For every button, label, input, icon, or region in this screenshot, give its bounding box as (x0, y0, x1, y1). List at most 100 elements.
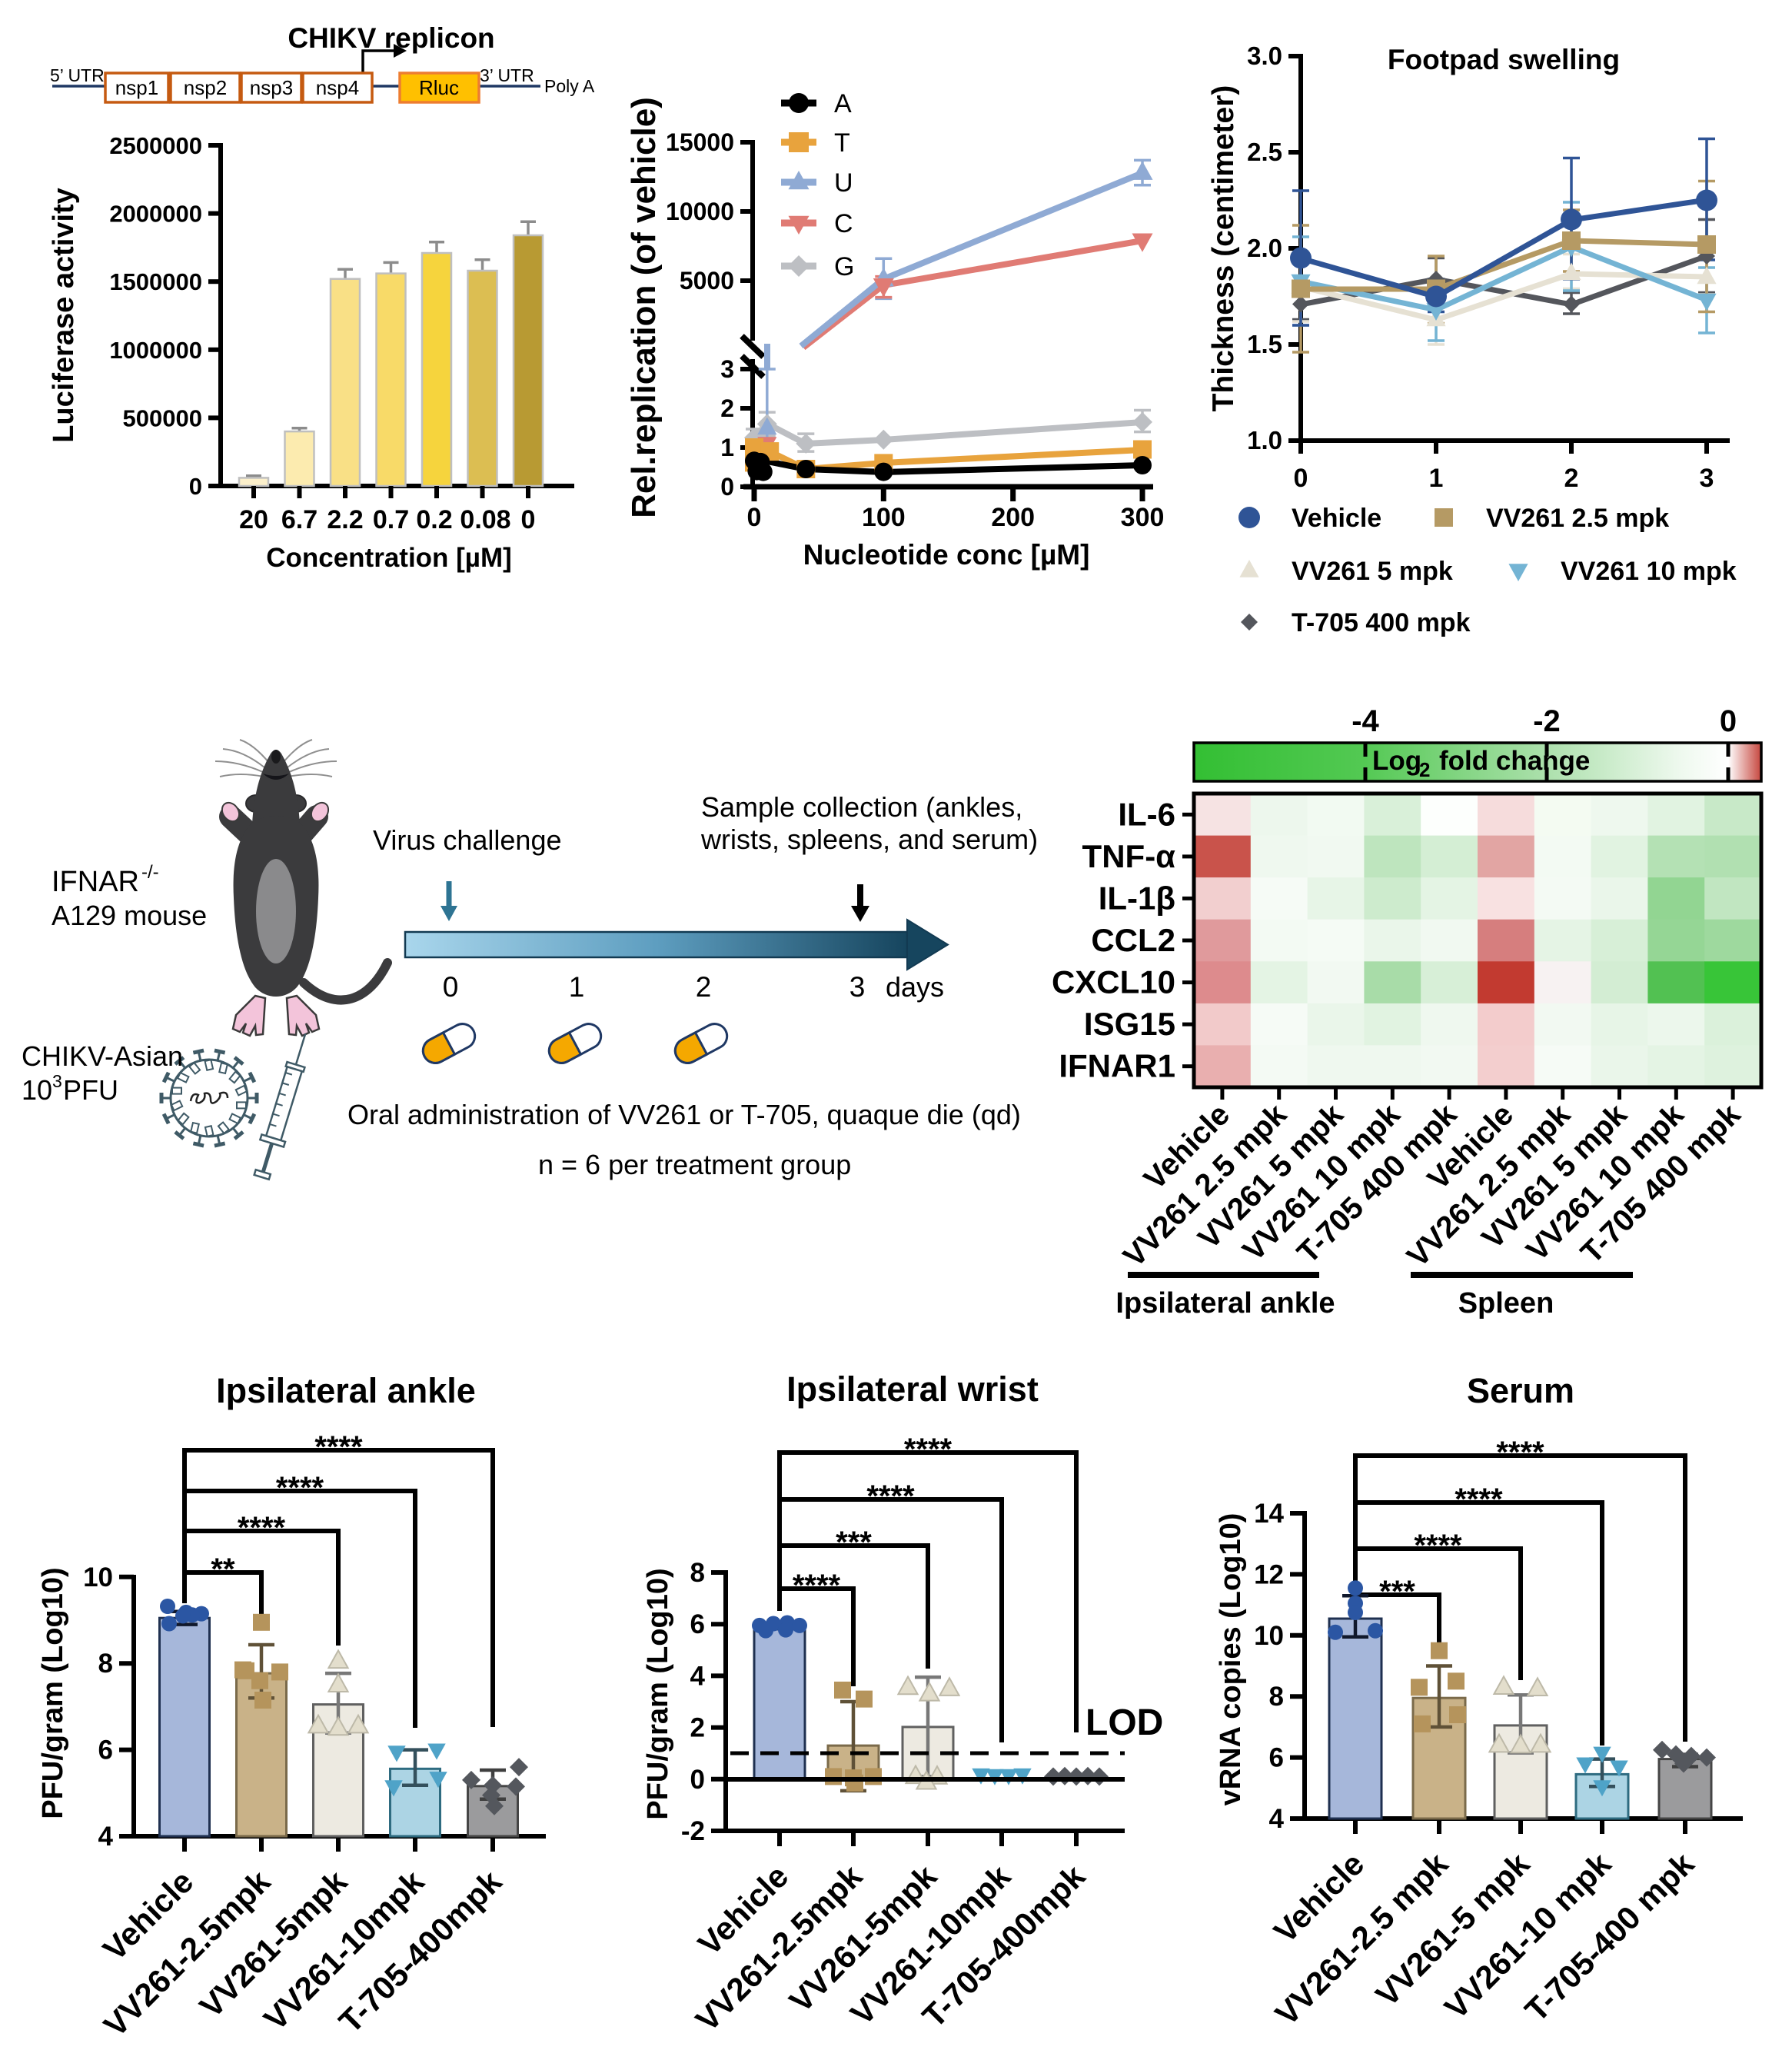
svg-text:8: 8 (1269, 1682, 1284, 1712)
svg-text:****: **** (1455, 1483, 1503, 1516)
svg-text:n = 6 per treatment group: n = 6 per treatment group (538, 1149, 851, 1180)
svg-text:fold change: fold change (1439, 746, 1590, 776)
svg-text:5000: 5000 (680, 267, 734, 295)
svg-text:3: 3 (720, 355, 734, 383)
svg-text:Ipsilateral wrist: Ipsilateral wrist (786, 1369, 1039, 1409)
svg-text:Rel.replication (of vehicle): Rel.replication (of vehicle) (630, 97, 663, 518)
svg-text:****: **** (793, 1569, 841, 1602)
svg-text:3: 3 (1700, 464, 1714, 493)
svg-text:vRNA copies (Log10): vRNA copies (Log10) (1215, 1513, 1247, 1806)
svg-text:6: 6 (690, 1609, 705, 1639)
svg-text:-4: -4 (1351, 704, 1379, 738)
svg-text:10: 10 (1254, 1621, 1284, 1651)
svg-text:15000: 15000 (666, 128, 734, 156)
svg-text:1.5: 1.5 (1247, 330, 1282, 358)
svg-text:-2: -2 (681, 1816, 705, 1846)
svg-text:Rluc: Rluc (419, 76, 459, 99)
svg-text:VV261 10 mpk: VV261 10 mpk (1561, 557, 1737, 586)
svg-text:IFNAR: IFNAR (52, 866, 139, 898)
svg-text:IFNAR1: IFNAR1 (1059, 1048, 1175, 1084)
svg-text:0: 0 (443, 971, 459, 1003)
svg-text:****: **** (238, 1511, 286, 1545)
svg-text:LOD: LOD (1086, 1702, 1163, 1743)
svg-text:Footpad swelling: Footpad swelling (1388, 44, 1620, 75)
svg-text:A: A (834, 89, 852, 118)
svg-text:wrists, spleens, and serum): wrists, spleens, and serum) (700, 824, 1038, 855)
svg-text:Oral administration of VV261 o: Oral administration of VV261 or T-705, q… (347, 1099, 1021, 1130)
svg-text:0.7: 0.7 (373, 505, 409, 534)
svg-text:1.0: 1.0 (1247, 426, 1282, 454)
svg-text:2500000: 2500000 (109, 132, 202, 159)
svg-text:****: **** (276, 1471, 324, 1505)
svg-text:14: 14 (1254, 1499, 1284, 1529)
svg-text:U: U (834, 168, 853, 198)
svg-text:0: 0 (1720, 704, 1737, 738)
svg-text:CHIKV-Asian: CHIKV-Asian (22, 1040, 183, 1072)
svg-text:8: 8 (98, 1649, 113, 1679)
svg-text:VV261 2.5 mpk: VV261 2.5 mpk (1486, 504, 1669, 533)
svg-text:3: 3 (52, 1071, 62, 1091)
svg-text:0: 0 (1294, 464, 1308, 493)
svg-text:**: ** (211, 1552, 235, 1586)
svg-text:2: 2 (1564, 464, 1579, 493)
svg-text:2.2: 2.2 (327, 505, 363, 534)
svg-text:Log: Log (1372, 746, 1421, 776)
svg-text:nsp4: nsp4 (316, 76, 359, 99)
svg-text:nsp2: nsp2 (184, 76, 227, 99)
svg-text:4: 4 (1269, 1804, 1285, 1834)
svg-text:200: 200 (991, 503, 1035, 532)
svg-text:6: 6 (98, 1736, 113, 1765)
svg-text:10: 10 (22, 1074, 52, 1106)
svg-text:1: 1 (720, 434, 734, 461)
svg-text:8: 8 (690, 1558, 705, 1588)
svg-text:-2: -2 (1533, 704, 1561, 738)
svg-text:Vehicle: Vehicle (1292, 504, 1381, 533)
svg-text:0.2: 0.2 (416, 505, 452, 534)
svg-text:CXCL10: CXCL10 (1052, 964, 1175, 1000)
svg-text:Spleen: Spleen (1458, 1287, 1554, 1320)
svg-text:****: **** (866, 1479, 915, 1513)
svg-text:6.7: 6.7 (281, 505, 318, 534)
svg-text:1: 1 (569, 971, 585, 1003)
svg-text:0: 0 (189, 473, 202, 500)
svg-text:****: **** (904, 1433, 953, 1466)
svg-text:5’ UTR: 5’ UTR (50, 65, 105, 85)
svg-text:10: 10 (83, 1562, 113, 1592)
svg-text:days: days (886, 971, 944, 1003)
svg-text:2.0: 2.0 (1247, 234, 1282, 262)
svg-text:0: 0 (690, 1765, 705, 1795)
svg-text:G: G (834, 252, 854, 281)
svg-text:Sample collection (ankles,: Sample collection (ankles, (701, 791, 1022, 823)
svg-text:-/-: -/- (141, 862, 159, 883)
svg-text:2000000: 2000000 (109, 201, 202, 228)
svg-text:T-705 400 mpk: T-705 400 mpk (1292, 608, 1471, 637)
svg-text:100: 100 (862, 503, 906, 532)
svg-text:PFU: PFU (63, 1074, 118, 1106)
svg-text:3’ UTR: 3’ UTR (480, 65, 534, 85)
svg-text:nsp1: nsp1 (115, 76, 158, 99)
svg-text:Thickness (centimeter): Thickness (centimeter) (1207, 85, 1240, 412)
svg-text:C: C (834, 209, 853, 238)
svg-text:PFU/gram (Log10): PFU/gram (Log10) (37, 1567, 69, 1819)
svg-text:****: **** (1496, 1436, 1544, 1469)
svg-text:***: *** (1379, 1575, 1415, 1609)
svg-text:****: **** (314, 1430, 363, 1464)
svg-text:2: 2 (690, 1713, 705, 1743)
svg-text:2: 2 (720, 394, 734, 422)
svg-text:A129 mouse: A129 mouse (52, 900, 207, 931)
svg-text:20: 20 (239, 505, 268, 534)
svg-text:1000000: 1000000 (109, 337, 202, 364)
svg-text:0: 0 (720, 473, 734, 501)
svg-text:Virus challenge: Virus challenge (373, 824, 562, 856)
svg-text:CCL2: CCL2 (1091, 922, 1175, 958)
svg-text:1500000: 1500000 (109, 268, 202, 295)
svg-text:0.08: 0.08 (460, 505, 510, 534)
svg-text:6: 6 (1269, 1743, 1284, 1773)
svg-text:Ipsilateral ankle: Ipsilateral ankle (216, 1371, 476, 1410)
svg-text:****: **** (1414, 1529, 1462, 1562)
svg-text:3: 3 (849, 971, 866, 1003)
svg-text:VV261 5 mpk: VV261 5 mpk (1292, 557, 1453, 586)
svg-text:2.5: 2.5 (1247, 138, 1282, 166)
svg-text:***: *** (836, 1526, 872, 1559)
svg-text:ISG15: ISG15 (1084, 1006, 1175, 1042)
